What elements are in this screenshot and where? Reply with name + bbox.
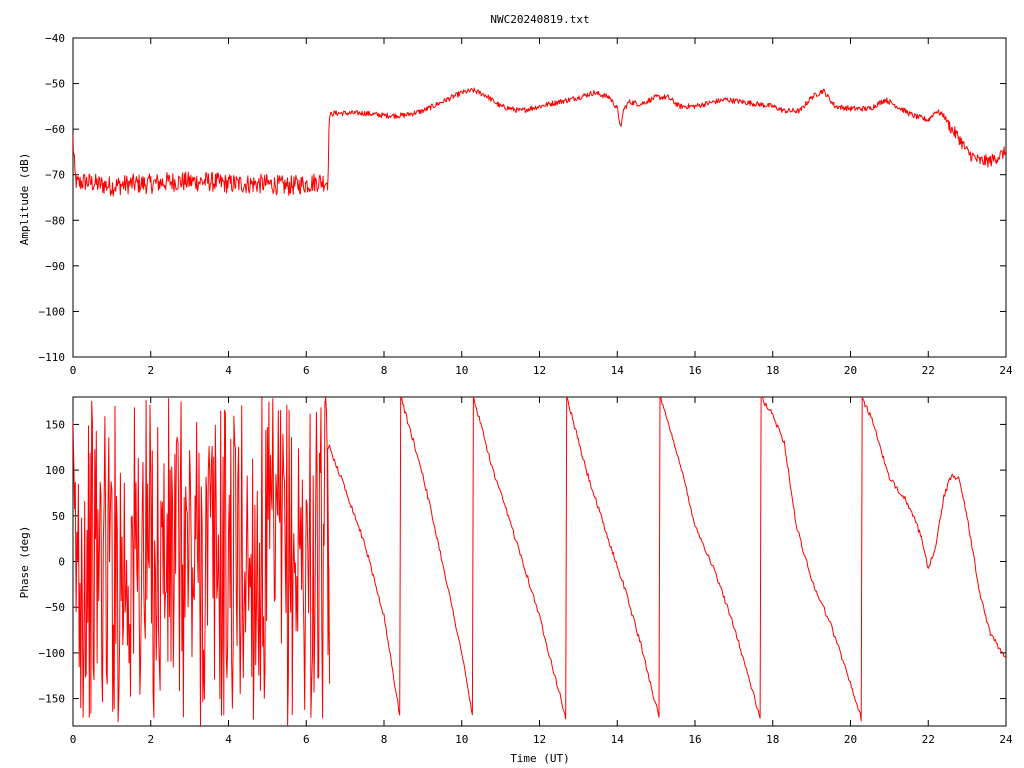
y-tick-label: −80 xyxy=(45,214,65,227)
y-tick-label: −40 xyxy=(45,32,65,45)
y-tick-label: 0 xyxy=(58,556,65,569)
x-tick-label: 16 xyxy=(688,364,701,377)
x-tick-label: 20 xyxy=(844,364,857,377)
x-tick-label: 6 xyxy=(303,364,310,377)
x-tick-label: 6 xyxy=(303,733,310,746)
y-tick-label: 100 xyxy=(45,464,65,477)
y-tick-label: 50 xyxy=(52,510,65,523)
y-tick-label: −150 xyxy=(39,693,66,706)
y-tick-label: −50 xyxy=(45,601,65,614)
x-tick-label: 14 xyxy=(611,364,625,377)
amplitude-y-label: Amplitude (dB) xyxy=(18,153,31,246)
x-tick-label: 10 xyxy=(455,364,468,377)
phase-y-label: Phase (deg) xyxy=(18,526,31,599)
x-tick-label: 12 xyxy=(533,733,546,746)
y-tick-label: −100 xyxy=(39,305,66,318)
time-x-label: Time (UT) xyxy=(510,752,570,765)
x-tick-label: 22 xyxy=(922,364,935,377)
phase-series-line xyxy=(73,397,1006,726)
x-tick-label: 18 xyxy=(766,364,779,377)
x-tick-label: 22 xyxy=(922,733,935,746)
x-tick-label: 24 xyxy=(999,364,1013,377)
x-tick-label: 8 xyxy=(381,364,388,377)
y-tick-label: −60 xyxy=(45,123,65,136)
x-tick-label: 8 xyxy=(381,733,388,746)
x-tick-label: 24 xyxy=(999,733,1013,746)
y-tick-label: −90 xyxy=(45,260,65,273)
y-tick-label: −70 xyxy=(45,169,65,182)
amplitude-panel: 0 2 4 6 8 10 12 14 16 18 20 22 24−40−50−60−70−80−90−… xyxy=(39,32,1013,377)
x-tick-label: 4 xyxy=(225,364,232,377)
phase-panel: 0 2 4 6 8 10 12 14 16 18 20 22 24150100500−50−100−15… xyxy=(39,396,1013,746)
x-tick-label: 4 xyxy=(225,733,232,746)
y-tick-label: −50 xyxy=(45,78,65,91)
y-tick-label: −100 xyxy=(39,647,66,660)
x-tick-label: 16 xyxy=(688,733,701,746)
x-tick-label: 12 xyxy=(533,364,546,377)
x-tick-label: 0 xyxy=(70,364,77,377)
x-tick-label: 18 xyxy=(766,733,779,746)
x-tick-label: 10 xyxy=(455,733,468,746)
x-tick-label: 20 xyxy=(844,733,857,746)
x-tick-label: 0 xyxy=(70,733,77,746)
chart-title: NWC20240819.txt xyxy=(490,13,589,26)
amplitude-series-line xyxy=(73,87,1006,197)
y-tick-label: −110 xyxy=(39,351,66,364)
x-tick-label: 2 xyxy=(147,364,154,377)
y-tick-label: 150 xyxy=(45,418,65,431)
x-tick-label: 14 xyxy=(611,733,625,746)
x-tick-label: 2 xyxy=(147,733,154,746)
